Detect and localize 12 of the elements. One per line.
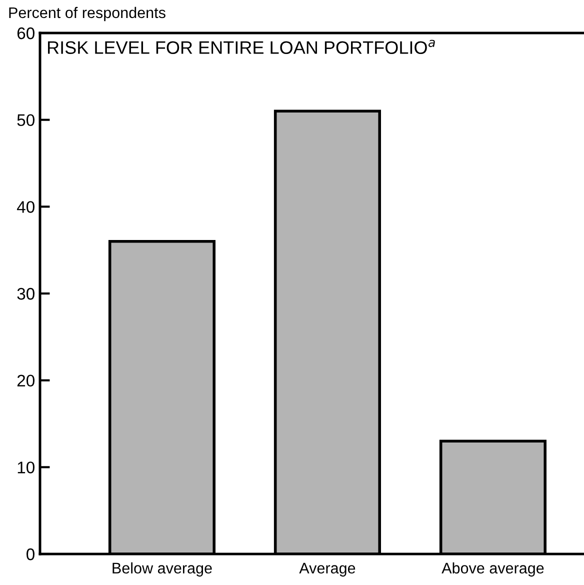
y-tick-label: 10 [18, 462, 34, 474]
y-tick-label: 40 [16, 201, 34, 213]
y-tick-label: 20 [17, 374, 34, 387]
x-tick-label: Above average [442, 562, 544, 577]
y-tick-label: 0 [26, 548, 34, 560]
chart-title: RISK LEVEL FOR ENTIRE LOAN PORTFOLIO$^{a}$ [48, 40, 435, 54]
x-tick-label: Average [299, 562, 356, 577]
y-tick-label: 60 [17, 27, 34, 40]
y-tick-label: 30 [17, 288, 34, 300]
y-tick-label: 50 [17, 114, 34, 126]
x-tick-label: Below average [112, 562, 212, 577]
y-axis-title: Percent of respondents [9, 6, 166, 22]
